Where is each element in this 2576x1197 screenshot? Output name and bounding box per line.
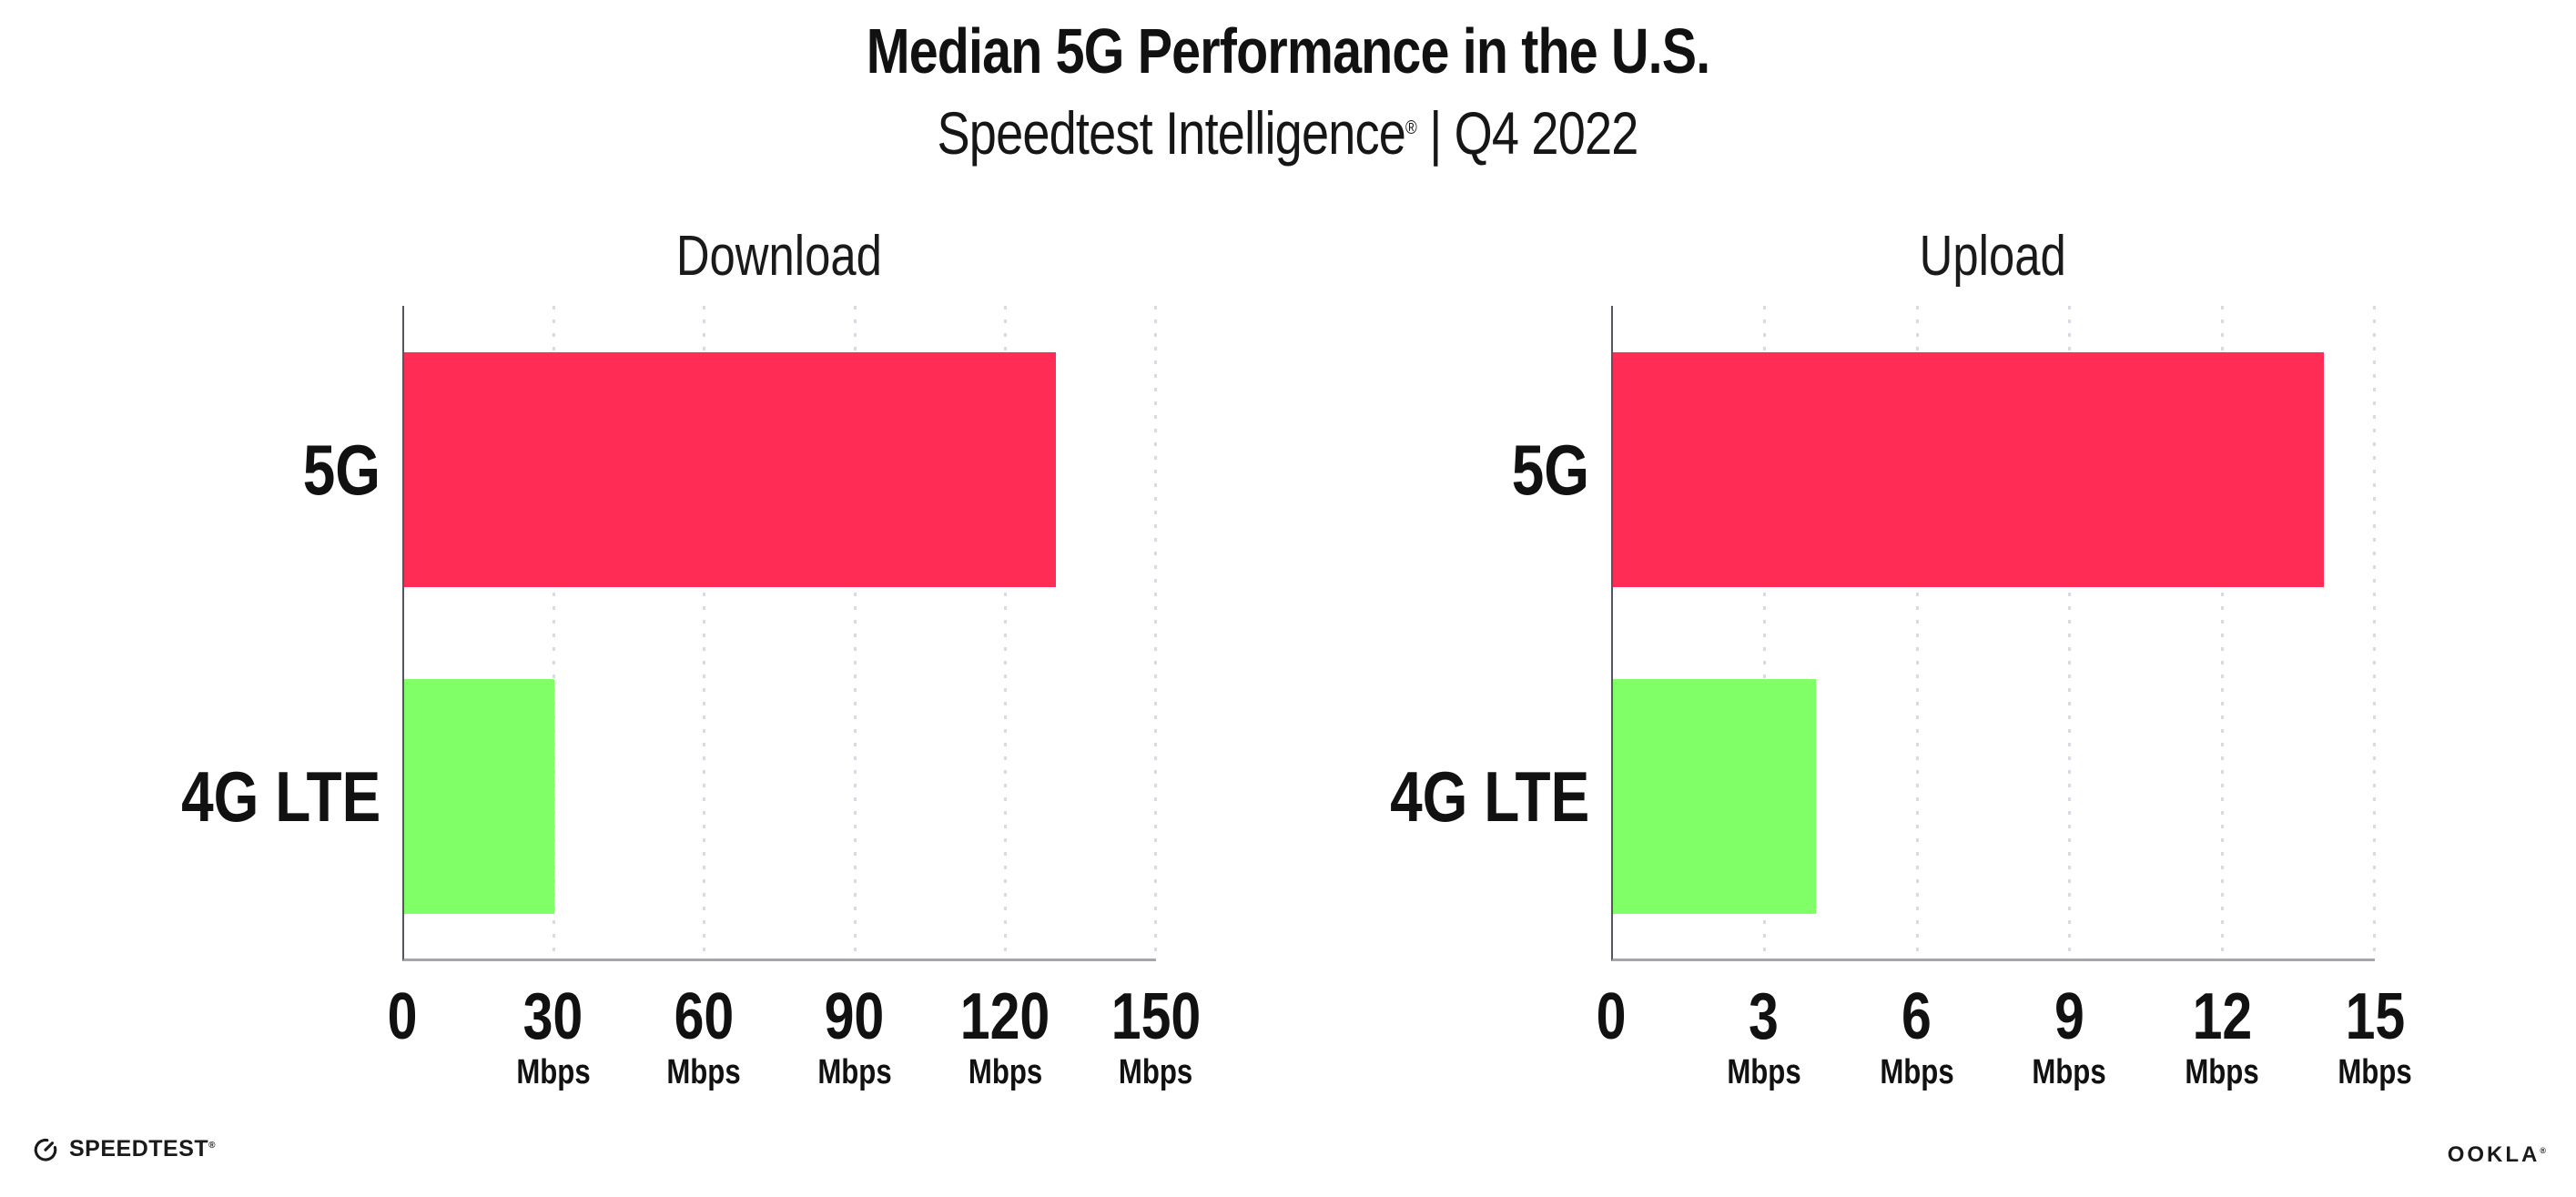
upload-bar-4g-lte	[1613, 679, 1817, 914]
speedtest-logo-text: SPEEDTEST®	[69, 1135, 217, 1161]
upload-tick-0: 0	[1596, 980, 1627, 1053]
upload-plot-area	[1611, 306, 2376, 961]
upload-tick-6: 6 Mbps	[1879, 980, 1954, 1091]
download-bar-5g	[404, 352, 1056, 587]
page-subtitle: Speedtest Intelligence® | Q4 2022	[0, 98, 2576, 167]
download-x-axis-ticks: 0 30 Mbps 60 Mbps 90 Mbps 120 Mbps 150 Mbps	[388, 980, 1202, 1101]
download-gridline-90	[853, 306, 857, 959]
upload-row-label-5g: 5G	[1511, 429, 1589, 510]
upload-gridline-12	[2220, 306, 2224, 959]
subtitle-brand: Speedtest Intelligence	[937, 99, 1406, 167]
speedtest-logo: SPEEDTEST®	[32, 1135, 216, 1162]
page-title: Median 5G Performance in the U.S.	[0, 15, 2576, 87]
upload-row-label-4g-lte: 4G LTE	[1389, 756, 1589, 837]
upload-x-axis-ticks: 0 3 Mbps 6 Mbps 9 Mbps 12 Mbps 15 Mbps	[1597, 980, 2412, 1101]
upload-gridline-3	[1763, 306, 1767, 959]
download-tick-60: 60 Mbps	[666, 980, 741, 1091]
upload-tick-12: 12 Mbps	[2185, 980, 2259, 1091]
registered-mark: ®	[1405, 117, 1418, 138]
upload-gridline-9	[2068, 306, 2072, 959]
upload-chart-title: Upload	[1919, 225, 2067, 288]
upload-bar-5g	[1613, 352, 2325, 587]
ookla-logo: OOKLA®	[2448, 1142, 2546, 1168]
download-gridline-60	[703, 306, 706, 959]
upload-chart: Upload 0 3 Mbps 6 Mbps 9 Mbps 12 Mbps 15 Mbps 5G 4G…	[1390, 0, 2412, 1197]
download-tick-0: 0	[387, 980, 418, 1053]
registered-mark: ®	[2540, 1146, 2546, 1155]
download-chart: Download 0 30 Mbps 60 Mbps 90 Mbps 120 Mbps 150 Mb…	[181, 0, 1202, 1197]
upload-gridline-6	[1915, 306, 1919, 959]
download-tick-150: 150 Mbps	[1111, 980, 1202, 1091]
download-tick-90: 90 Mbps	[817, 980, 892, 1091]
gauge-needle	[44, 1141, 55, 1151]
download-tick-30: 30 Mbps	[515, 980, 591, 1091]
page-title-text: Median 5G Performance in the U.S.	[866, 15, 1710, 86]
ookla-logo-text: OOKLA	[2447, 1142, 2541, 1167]
download-row-label-4g-lte: 4G LTE	[180, 756, 380, 837]
page-subtitle-text: Speedtest Intelligence® | Q4 2022	[937, 98, 1639, 167]
download-tick-120: 120 Mbps	[960, 980, 1050, 1091]
subtitle-period: | Q4 2022	[1416, 99, 1639, 167]
upload-tick-15: 15 Mbps	[2338, 980, 2412, 1091]
gauge-icon	[34, 1138, 57, 1161]
download-gridline-30	[553, 306, 556, 959]
download-chart-title: Download	[675, 225, 883, 288]
download-row-label-5g: 5G	[302, 429, 380, 510]
upload-gridline-15	[2373, 306, 2376, 959]
registered-mark: ®	[208, 1140, 217, 1151]
download-gridline-120	[1003, 306, 1007, 959]
download-plot-area	[402, 306, 1157, 961]
upload-tick-3: 3 Mbps	[1727, 980, 1801, 1091]
download-bar-4g-lte	[404, 679, 555, 914]
upload-tick-9: 9 Mbps	[2032, 980, 2107, 1091]
download-gridline-150	[1154, 306, 1157, 959]
